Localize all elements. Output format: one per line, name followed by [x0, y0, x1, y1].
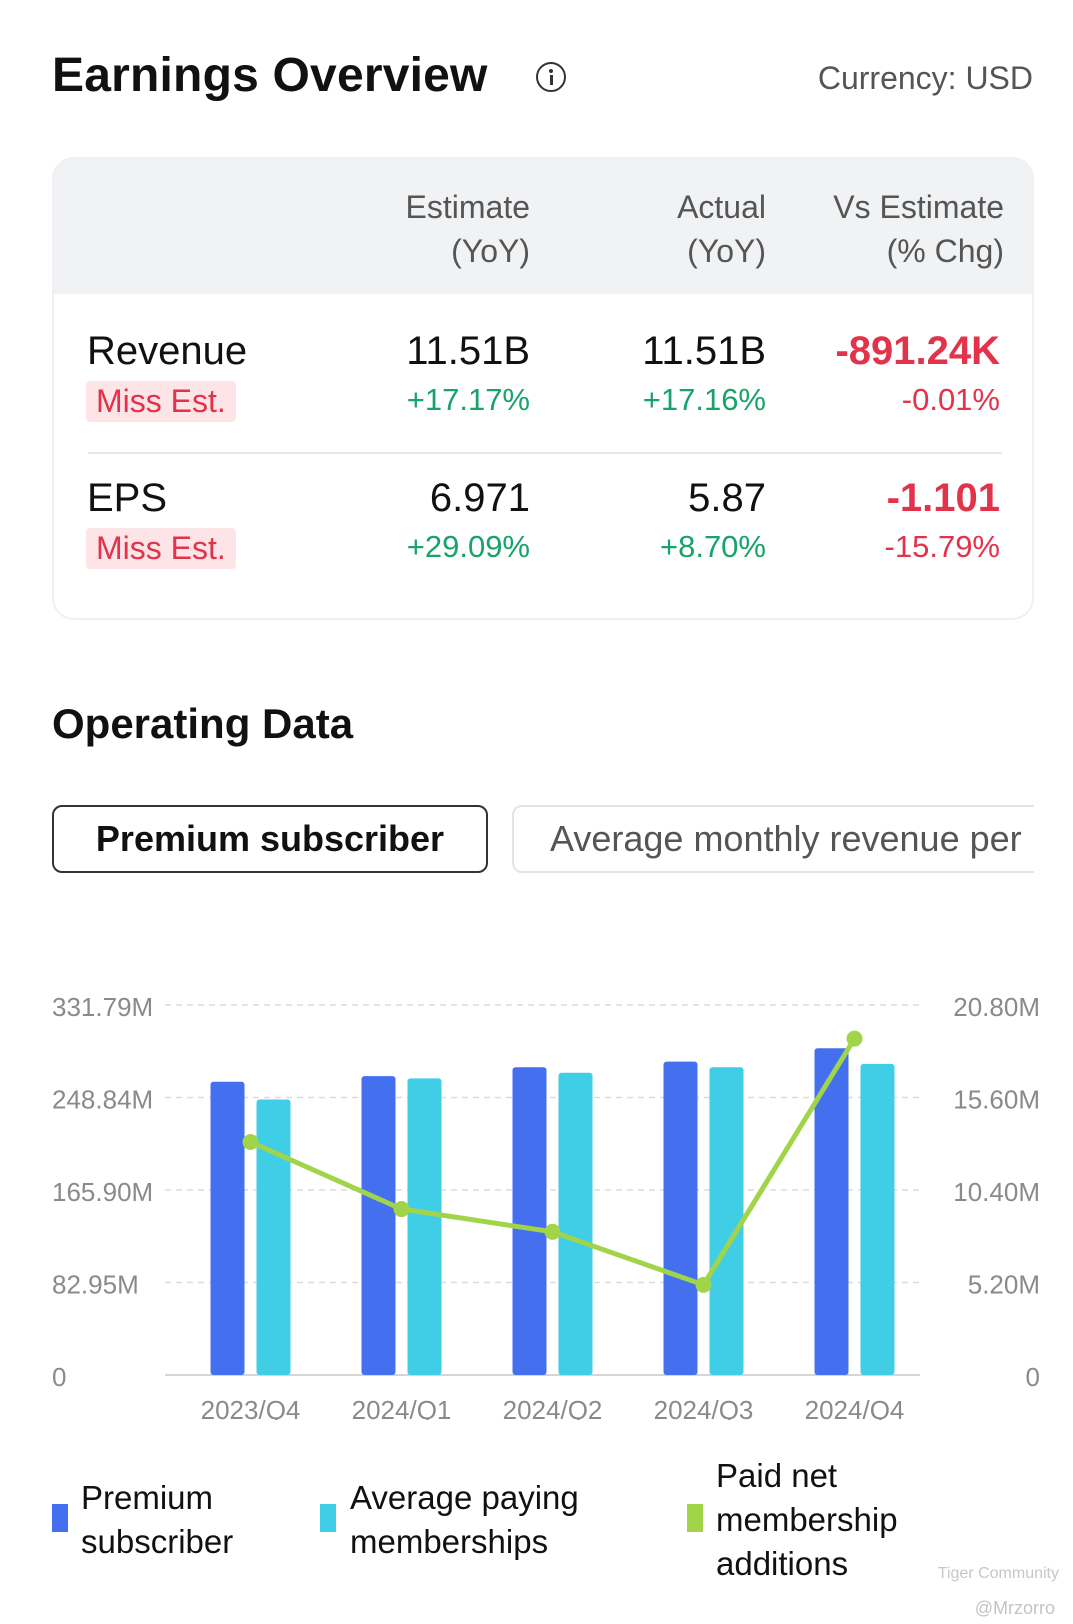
- legend-average-paying-memberships[interactable]: Average paying memberships: [350, 1479, 579, 1560]
- left-axis-tick-label: 0: [52, 1362, 66, 1392]
- eps-actual: 5.87: [688, 476, 766, 520]
- info-icon[interactable]: [536, 62, 566, 92]
- x-axis-tick-label: 2024/Q3: [654, 1395, 754, 1420]
- bar-average-paying-memberships: [709, 1067, 744, 1375]
- row-divider: [88, 452, 1002, 454]
- tab-premium-subscriber[interactable]: Premium subscriber: [52, 805, 488, 873]
- left-axis-tick-label: 248.84M: [52, 1085, 153, 1115]
- section-title-operating-data: Operating Data: [52, 700, 354, 747]
- bar-premium-subscriber: [210, 1081, 245, 1375]
- column-header-estimate: Estimate (YoY): [406, 185, 530, 273]
- miss-est-badge: Miss Est.: [86, 528, 236, 569]
- tab-average-monthly-revenue[interactable]: Average monthly revenue per: [512, 805, 1073, 873]
- column-header-vs-estimate: Vs Estimate (% Chg): [833, 185, 1004, 273]
- point-paid-net-membership-additions: [544, 1223, 561, 1240]
- left-axis-tick-label: 331.79M: [52, 992, 153, 1022]
- column-header-line1: Actual: [677, 189, 766, 225]
- tab-scroll-fade: [1034, 795, 1073, 885]
- eps-vs-estimate-pct: -15.79%: [884, 529, 1000, 564]
- column-header-line2: (YoY): [451, 233, 530, 269]
- revenue-actual-yoy: +17.16%: [642, 382, 766, 417]
- watermark-user: @Mrzorro: [974, 1598, 1055, 1618]
- left-axis-tick-label: 165.90M: [52, 1177, 153, 1207]
- legend-premium-subscriber[interactable]: Premium subscriber: [81, 1479, 234, 1560]
- column-header-line1: Estimate: [405, 189, 530, 225]
- eps-estimate-yoy: +29.09%: [406, 529, 530, 564]
- page-title: Earnings Overview: [52, 49, 488, 102]
- revenue-actual: 11.51B: [642, 329, 766, 373]
- line-paid-net-membership-additions: [249, 1037, 857, 1288]
- eps-vs-estimate: -1.101: [886, 476, 1000, 520]
- bar-average-paying-memberships: [256, 1099, 291, 1375]
- revenue-vs-estimate-pct: -0.01%: [901, 382, 1000, 417]
- right-axis-tick-label: 20.80M: [953, 992, 1040, 1022]
- legend-swatch-premium: [52, 1504, 68, 1532]
- revenue-vs-estimate: -891.24K: [835, 329, 1000, 373]
- point-paid-net-membership-additions: [846, 1030, 863, 1047]
- legend-swatch-average-paying: [320, 1504, 336, 1532]
- row-label-revenue: Revenue: [87, 329, 248, 373]
- right-axis-tick-label: 15.60M: [953, 1085, 1040, 1115]
- bar-average-paying-memberships: [407, 1078, 442, 1375]
- legend-paid-net-membership-additions[interactable]: Paid net membership additions: [716, 1457, 898, 1582]
- right-axis-tick-label: 10.40M: [953, 1177, 1040, 1207]
- bar-premium-subscriber: [814, 1048, 849, 1375]
- column-header-line2: (YoY): [687, 233, 766, 269]
- earnings-table: Estimate (YoY) Actual (YoY) Vs Estimate …: [52, 157, 1034, 620]
- column-header-line2: (% Chg): [886, 233, 1004, 269]
- watermark-brand: Tiger Community: [937, 1565, 1059, 1582]
- right-axis-tick-label: 0: [1026, 1362, 1040, 1392]
- column-header-actual: Actual (YoY): [677, 185, 766, 273]
- bar-premium-subscriber: [512, 1067, 547, 1375]
- operating-chart: 0 0 82.95M 5.20M 165.90M 10.40M 248.84M 15.60M 3…: [52, 992, 1040, 1420]
- revenue-estimate: 11.51B: [406, 329, 530, 373]
- column-header-line1: Vs Estimate: [833, 189, 1004, 225]
- row-label-eps: EPS: [87, 476, 168, 520]
- x-axis-tick-label: 2024/Q1: [352, 1395, 452, 1420]
- point-paid-net-membership-additions: [695, 1276, 712, 1293]
- left-axis-tick-label: 82.95M: [52, 1270, 139, 1300]
- point-paid-net-membership-additions: [242, 1133, 259, 1150]
- revenue-estimate-yoy: +17.17%: [406, 382, 530, 417]
- x-axis-tick-label: 2023/Q4: [201, 1395, 301, 1420]
- x-axis-tick-label: 2024/Q2: [503, 1395, 603, 1420]
- bar-premium-subscriber: [663, 1061, 698, 1375]
- eps-estimate: 6.971: [429, 476, 530, 520]
- x-axis-tick-label: 2024/Q4: [805, 1395, 905, 1420]
- currency-label: Currency: USD: [817, 60, 1033, 96]
- bar-average-paying-memberships: [860, 1063, 895, 1375]
- eps-actual-yoy: +8.70%: [659, 529, 766, 564]
- legend-swatch-paid-net: [687, 1504, 703, 1532]
- point-paid-net-membership-additions: [393, 1201, 410, 1218]
- bar-premium-subscriber: [361, 1076, 396, 1375]
- bar-average-paying-memberships: [558, 1072, 593, 1375]
- miss-est-badge: Miss Est.: [86, 381, 236, 422]
- table-header: Estimate (YoY) Actual (YoY) Vs Estimate …: [54, 159, 1032, 294]
- right-axis-tick-label: 5.20M: [968, 1270, 1040, 1300]
